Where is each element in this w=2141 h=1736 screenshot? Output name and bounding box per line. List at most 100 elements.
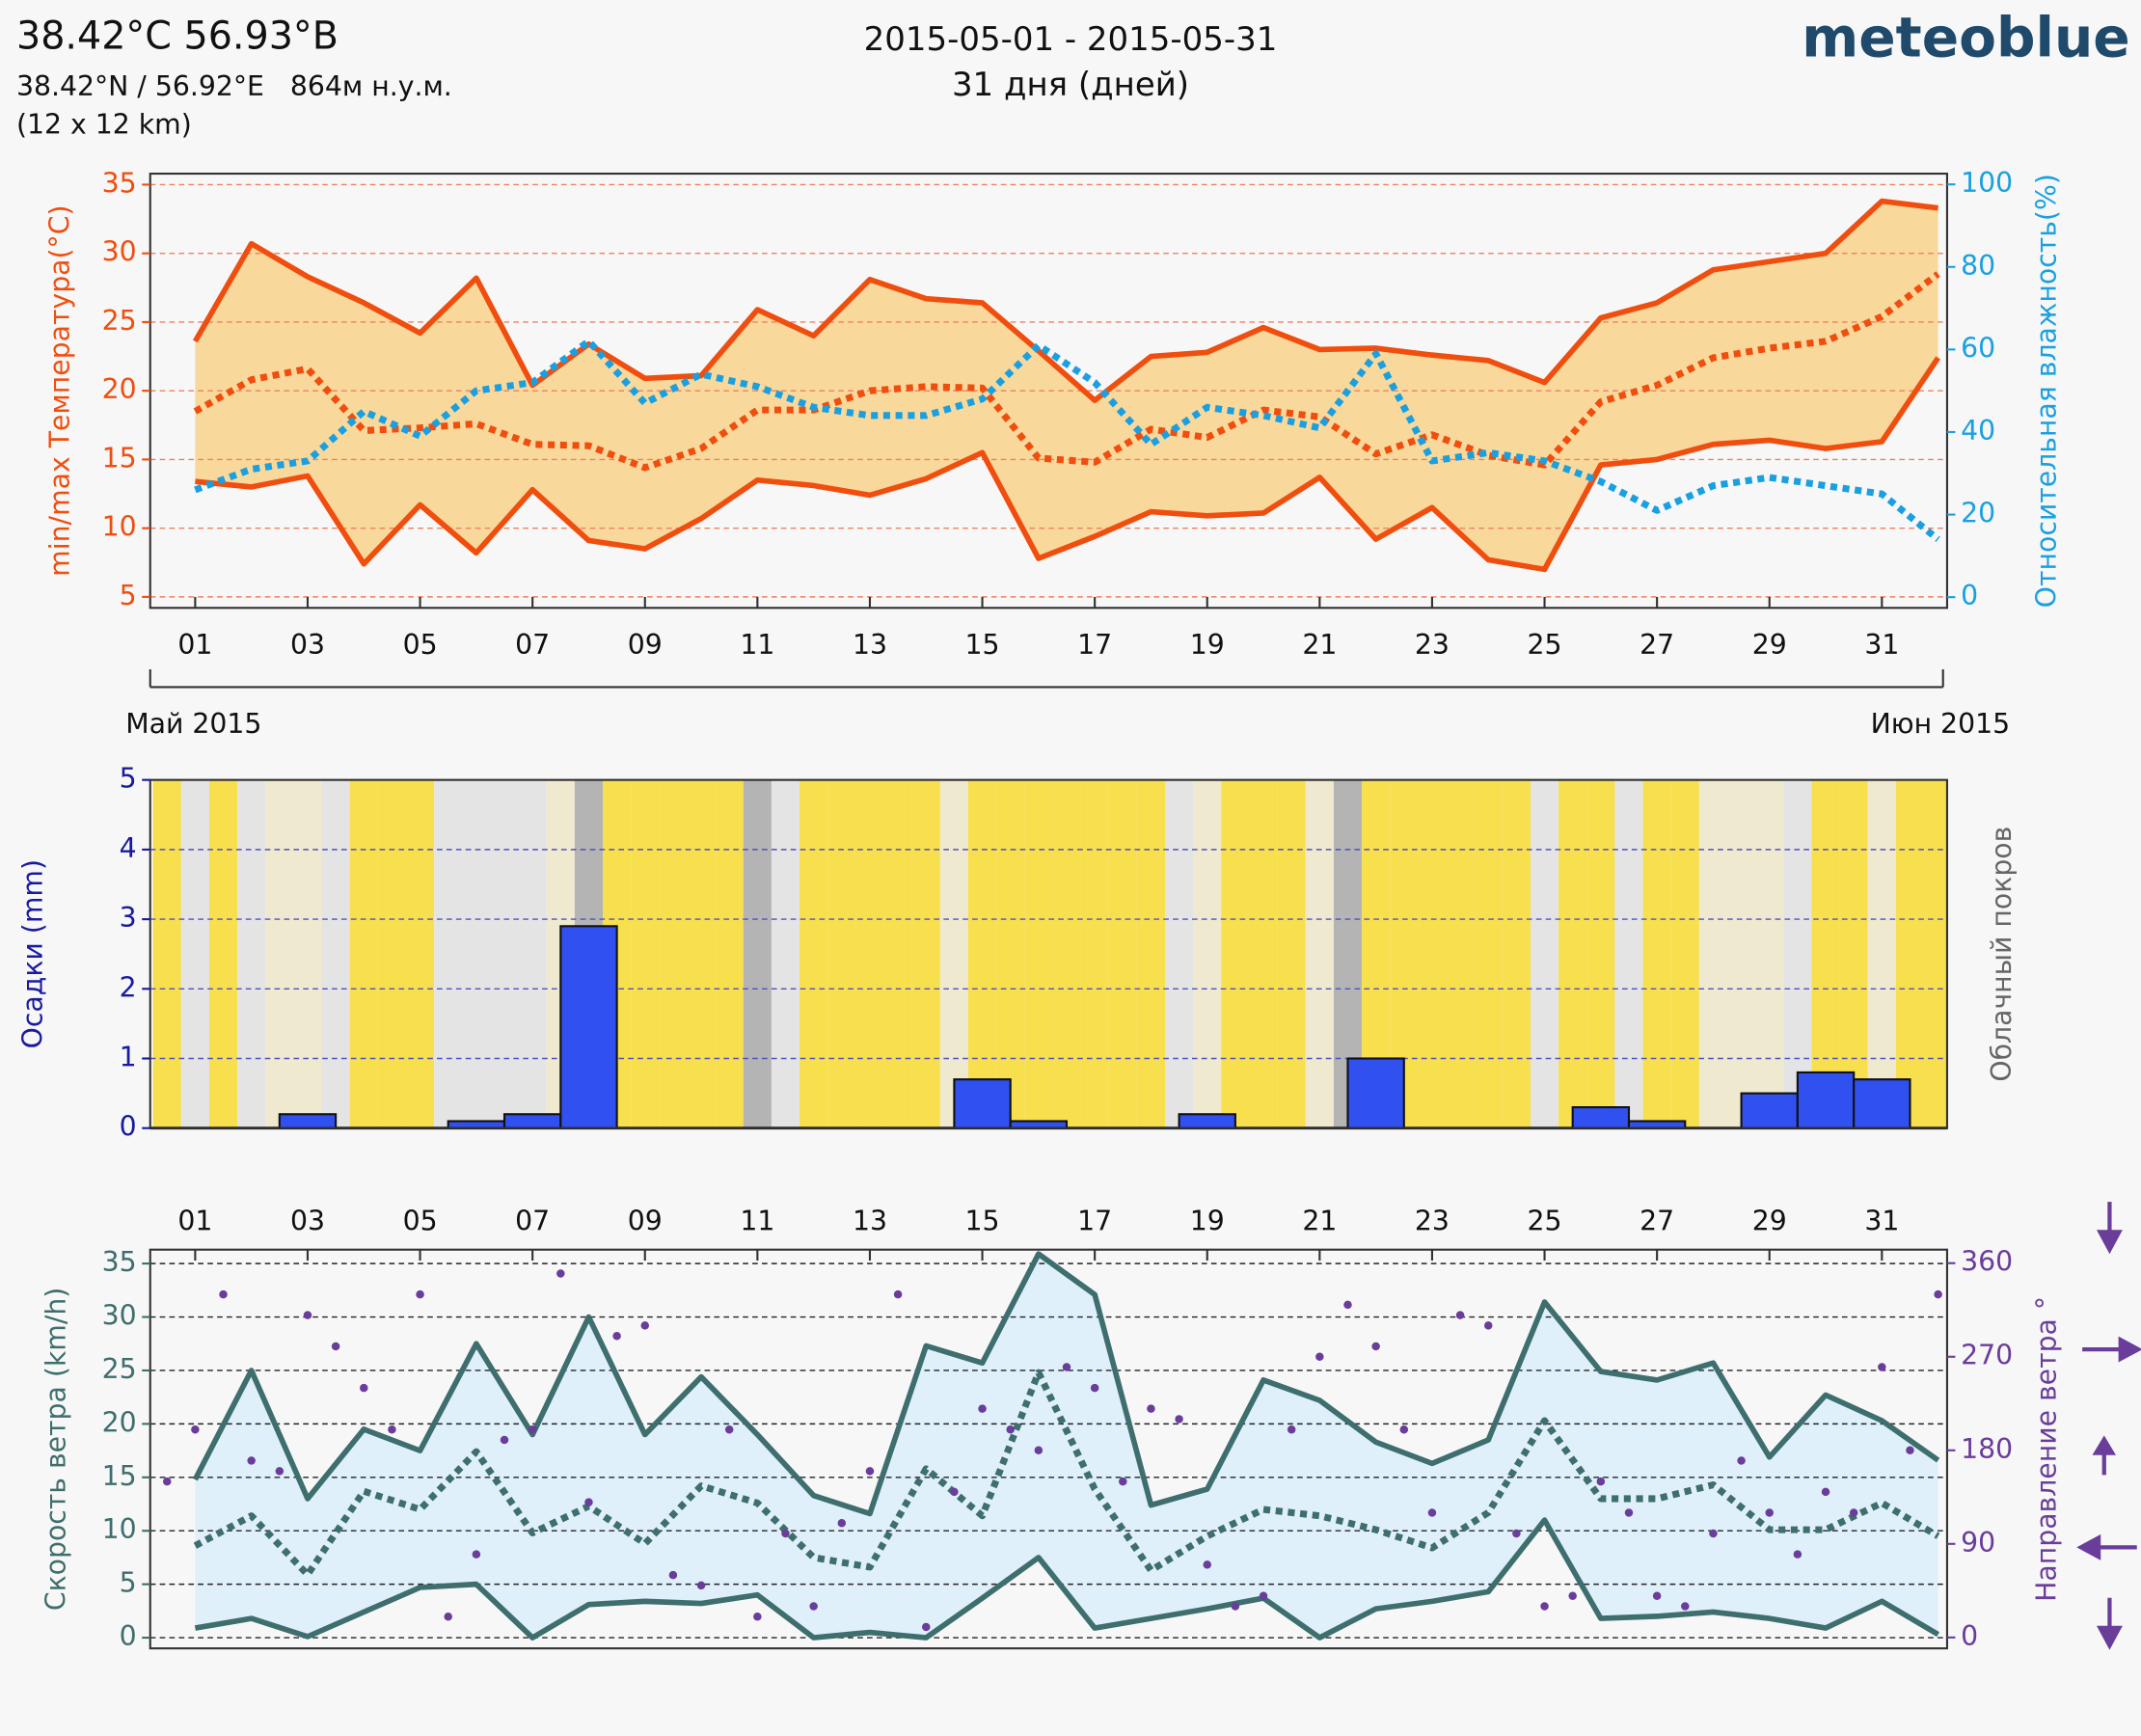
direction-point (724, 1424, 734, 1434)
y2-tick-label: 60 (1961, 332, 1995, 364)
y-axis-label: Осадки (mm) (16, 859, 48, 1048)
y-tick-label: 20 (102, 1406, 137, 1438)
direction-point (809, 1602, 818, 1611)
x-tick-label: 27 (1640, 1205, 1674, 1236)
bar (1346, 1057, 1405, 1129)
y-tick-label: 15 (102, 1460, 137, 1492)
cloud-stripe (518, 779, 547, 1128)
direction-point (1231, 1602, 1240, 1611)
direction-point (781, 1529, 790, 1538)
y2-tick-label: 180 (1961, 1433, 2013, 1465)
x-tick-label: 09 (628, 629, 663, 661)
cloud-stripe (1221, 779, 1250, 1128)
cloud-stripe (1698, 779, 1728, 1128)
bar (1571, 1105, 1631, 1129)
x-tick-label: 01 (177, 1205, 212, 1236)
y-axis-label: Скорость ветра (km/h) (40, 1288, 71, 1612)
x-tick-label: 29 (1752, 1205, 1787, 1236)
cloud-stripe (1670, 779, 1699, 1128)
cloud-stripe (1418, 779, 1447, 1128)
direction-point (950, 1487, 959, 1497)
direction-point (1315, 1352, 1324, 1362)
direction-arrows (2076, 1202, 2141, 1650)
cloud-stripe (1474, 779, 1503, 1128)
direction-point (640, 1321, 650, 1330)
cloud-stripe (996, 779, 1025, 1128)
range-band (195, 1254, 1938, 1639)
cloud-stripe (462, 779, 491, 1128)
direction-point (1006, 1424, 1015, 1434)
cloud-stripe (490, 779, 519, 1128)
cloud-stripe (1755, 779, 1784, 1128)
series-line (193, 271, 1940, 472)
y2-tick-label: 40 (1961, 415, 1995, 447)
cloud-stripe (631, 779, 660, 1128)
direction-point (528, 1424, 537, 1434)
bar (1178, 1113, 1236, 1129)
direction-point (1512, 1529, 1521, 1538)
direction-point (1709, 1529, 1718, 1538)
x-tick-label: 17 (1077, 629, 1112, 661)
direction-point (556, 1269, 565, 1278)
direction-point (696, 1581, 706, 1590)
cloud-stripe (1924, 779, 1947, 1128)
y-tick-label: 30 (102, 1300, 137, 1332)
y2-axis-label: Направление ветра ° (2031, 1296, 2063, 1602)
y-tick-label: 35 (102, 1246, 137, 1278)
direction-point (865, 1467, 875, 1476)
direction-point (444, 1613, 452, 1621)
direction-point (1427, 1508, 1437, 1517)
cloud-stripe (265, 779, 294, 1128)
x-tick-label: 21 (1302, 1205, 1337, 1236)
y2-tick-label: 0 (1961, 1620, 1978, 1652)
x-tick-label: 19 (1190, 1205, 1225, 1236)
bar (278, 1113, 338, 1129)
coordinates: 38.42°N / 56.92°E 864м н.у.м. (16, 70, 452, 102)
cloud-stripe (659, 779, 688, 1128)
cloud-stripe (827, 779, 856, 1128)
y-tick-label: 10 (102, 1513, 137, 1545)
cloud-stripe (1108, 779, 1137, 1128)
y-tick-label: 25 (102, 305, 137, 337)
direction-point (191, 1424, 200, 1434)
range-band (195, 201, 1938, 570)
cloud-stripe (1558, 779, 1587, 1128)
direction-point (1596, 1477, 1606, 1486)
day-count: 31 дня (дней) (952, 66, 1189, 104)
direction-point (1090, 1383, 1099, 1393)
series-line (193, 1369, 1940, 1579)
cloud-stripe (1502, 779, 1531, 1128)
location-title: 38.42°C 56.93°B (16, 14, 339, 58)
x-tick-label: 15 (965, 1205, 1000, 1236)
direction-point (1849, 1508, 1858, 1517)
cloud-stripe (1642, 779, 1671, 1128)
series-line (192, 198, 1938, 403)
x-tick-label: 11 (740, 629, 774, 661)
y2-tick-label: 20 (1961, 498, 1995, 529)
y2-tick-label: 100 (1961, 167, 2013, 199)
bar (1740, 1092, 1799, 1129)
x-tick-label: 21 (1302, 629, 1337, 661)
direction-point (753, 1613, 762, 1621)
x-tick-label: 03 (290, 1205, 325, 1236)
cloud-stripe (1193, 779, 1222, 1128)
y-tick-label: 0 (120, 1111, 137, 1143)
bar (1853, 1078, 1911, 1129)
series-line (192, 1251, 1940, 1517)
x-tick-label: 27 (1640, 629, 1674, 661)
cloud-stripe (208, 779, 238, 1128)
direction-point (162, 1477, 172, 1486)
x-tick-label: 31 (1864, 629, 1899, 661)
y-axis-label: min/max Температура(°C) (44, 205, 76, 577)
x-tick-label: 05 (403, 629, 438, 661)
direction-point (1540, 1602, 1549, 1611)
month-label: Май 2015 (125, 708, 261, 740)
cloud-stripe (1052, 779, 1081, 1128)
cloud-stripe (1080, 779, 1109, 1128)
direction-point (1203, 1560, 1211, 1569)
y-tick-label: 5 (120, 1567, 137, 1599)
cloud-stripe (1783, 779, 1812, 1128)
x-tick-label: 15 (965, 629, 1000, 661)
direction-point (1652, 1591, 1662, 1600)
cloud-stripe (1249, 779, 1278, 1128)
